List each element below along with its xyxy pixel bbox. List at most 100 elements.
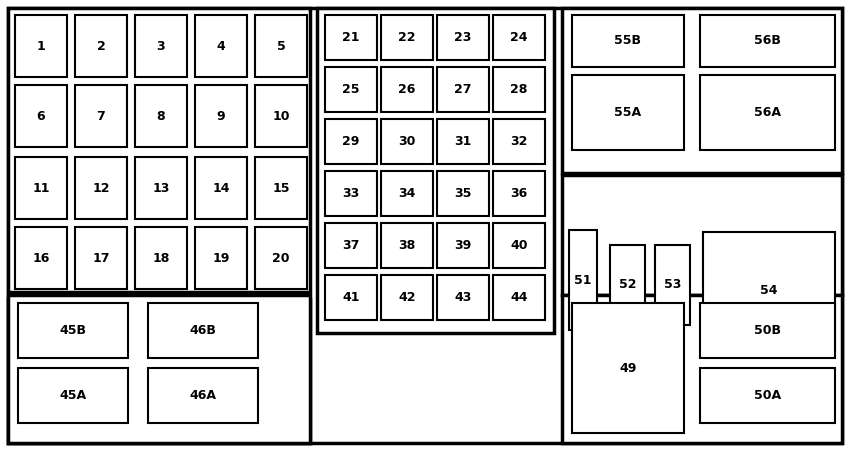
Text: 13: 13 <box>152 181 170 194</box>
Text: 31: 31 <box>454 135 472 148</box>
Text: 28: 28 <box>510 83 528 96</box>
Bar <box>8 8 310 292</box>
Text: 40: 40 <box>510 239 528 252</box>
Text: 18: 18 <box>152 252 170 264</box>
Text: 43: 43 <box>454 291 472 304</box>
Bar <box>195 15 247 77</box>
Text: 14: 14 <box>212 181 230 194</box>
Bar <box>15 157 67 219</box>
Bar <box>195 157 247 219</box>
Text: 35: 35 <box>454 187 472 200</box>
Text: 42: 42 <box>399 291 416 304</box>
Text: 52: 52 <box>619 279 637 291</box>
Text: 39: 39 <box>455 239 472 252</box>
Bar <box>381 275 433 320</box>
Bar <box>325 67 377 112</box>
Bar <box>15 227 67 289</box>
Text: 46B: 46B <box>190 324 217 337</box>
Text: 4: 4 <box>217 40 225 52</box>
Text: 29: 29 <box>343 135 360 148</box>
Bar <box>18 368 128 423</box>
Bar <box>572 15 684 67</box>
Text: 41: 41 <box>343 291 360 304</box>
Bar <box>75 227 127 289</box>
Bar <box>493 15 545 60</box>
Bar <box>8 295 310 443</box>
Bar <box>255 157 307 219</box>
Bar <box>437 275 489 320</box>
Text: 33: 33 <box>343 187 360 200</box>
Bar <box>325 275 377 320</box>
Bar <box>655 245 690 325</box>
Text: 8: 8 <box>156 110 165 123</box>
Bar <box>572 75 684 150</box>
Bar <box>135 157 187 219</box>
Bar <box>381 223 433 268</box>
Text: 56A: 56A <box>754 106 781 119</box>
Text: 49: 49 <box>620 362 637 374</box>
Bar <box>135 85 187 147</box>
Bar <box>562 8 842 173</box>
Text: 21: 21 <box>343 31 360 44</box>
Bar <box>148 303 258 358</box>
Text: 12: 12 <box>93 181 110 194</box>
Text: 2: 2 <box>97 40 105 52</box>
Text: 37: 37 <box>343 239 360 252</box>
Text: 38: 38 <box>399 239 416 252</box>
Bar <box>255 85 307 147</box>
Bar <box>493 275 545 320</box>
Bar <box>437 223 489 268</box>
Bar <box>255 15 307 77</box>
Bar <box>493 223 545 268</box>
Text: 25: 25 <box>343 83 360 96</box>
Text: 56B: 56B <box>754 34 781 47</box>
Bar <box>135 15 187 77</box>
Text: 55A: 55A <box>615 106 642 119</box>
Bar <box>493 67 545 112</box>
Text: 45B: 45B <box>60 324 87 337</box>
Text: 9: 9 <box>217 110 225 123</box>
Text: 46A: 46A <box>190 389 217 402</box>
Bar <box>8 299 310 443</box>
Bar <box>75 157 127 219</box>
Bar <box>255 227 307 289</box>
Bar <box>148 368 258 423</box>
Text: 3: 3 <box>156 40 165 52</box>
Text: 6: 6 <box>37 110 45 123</box>
Text: 15: 15 <box>272 181 290 194</box>
Text: 50B: 50B <box>754 324 781 337</box>
Bar <box>195 227 247 289</box>
Bar <box>15 15 67 77</box>
Text: 36: 36 <box>510 187 528 200</box>
Text: 1: 1 <box>37 40 45 52</box>
Bar <box>493 171 545 216</box>
Text: 17: 17 <box>93 252 110 264</box>
Text: 22: 22 <box>399 31 416 44</box>
Text: 11: 11 <box>32 181 50 194</box>
Bar <box>700 15 835 67</box>
Bar <box>437 171 489 216</box>
Bar <box>562 295 842 443</box>
Bar <box>325 171 377 216</box>
Bar <box>569 230 597 330</box>
Text: 23: 23 <box>454 31 472 44</box>
Bar <box>572 303 684 433</box>
Text: 30: 30 <box>399 135 416 148</box>
Bar <box>381 67 433 112</box>
Text: 20: 20 <box>272 252 290 264</box>
Text: 5: 5 <box>276 40 286 52</box>
Text: 34: 34 <box>399 187 416 200</box>
Bar <box>195 85 247 147</box>
Bar <box>381 119 433 164</box>
Text: 53: 53 <box>664 279 681 291</box>
Bar <box>135 227 187 289</box>
Text: 7: 7 <box>97 110 105 123</box>
Bar <box>700 75 835 150</box>
Bar <box>325 15 377 60</box>
Bar <box>325 223 377 268</box>
Text: 24: 24 <box>510 31 528 44</box>
Text: 10: 10 <box>272 110 290 123</box>
Bar <box>437 15 489 60</box>
Text: 44: 44 <box>510 291 528 304</box>
Bar <box>317 8 554 333</box>
